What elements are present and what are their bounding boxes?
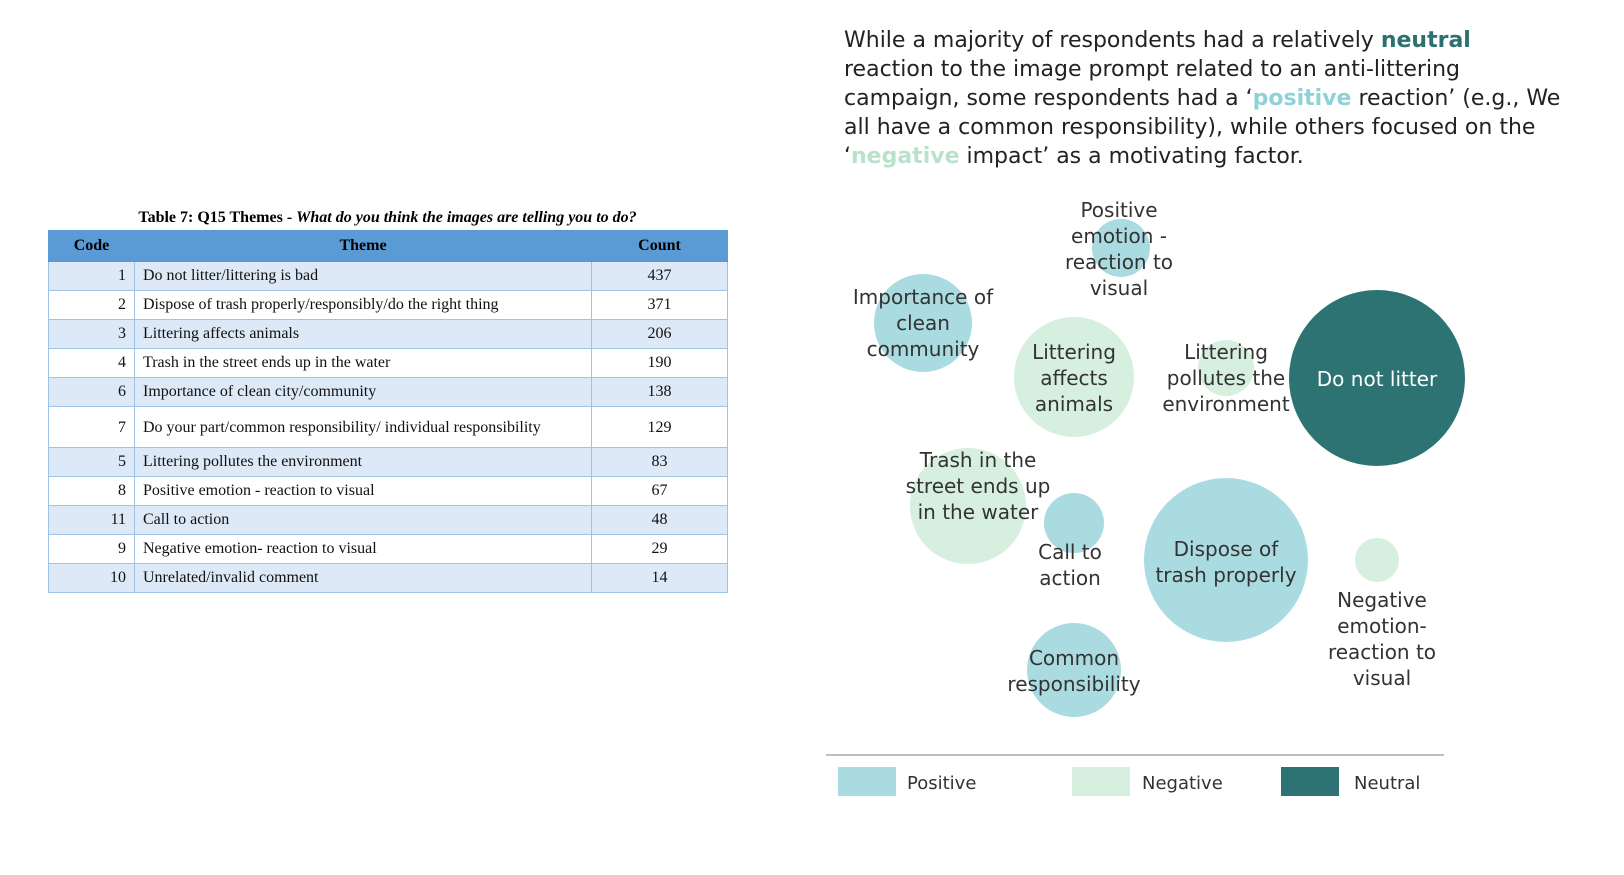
row-count: 138 [591, 377, 728, 407]
bubble-positive [1092, 219, 1150, 277]
row-theme: Unrelated/invalid comment [134, 563, 592, 593]
row-count: 48 [591, 505, 728, 535]
row-code: 8 [48, 476, 135, 506]
bubble-positive [1144, 478, 1308, 642]
row-count: 14 [591, 563, 728, 593]
row-theme: Trash in the street ends up in the water [134, 348, 592, 378]
bubble-label: Call to action [1038, 540, 1102, 590]
row-code: 6 [48, 377, 135, 407]
intro-part3: reaction’ (e.g., We all have a common re… [844, 86, 1561, 169]
table-row: 11 Call to action 48 [48, 505, 728, 535]
row-code: 3 [48, 319, 135, 349]
row-theme: Call to action [134, 505, 592, 535]
bubble-positive [1044, 493, 1104, 553]
bubble-negative [1014, 317, 1134, 437]
intro-negative-word: negative [851, 144, 960, 169]
intro-part1: While a majority of respondents had a re… [844, 28, 1381, 53]
table-row: 9 Negative emotion- reaction to visual 2… [48, 534, 728, 564]
header-theme: Theme [134, 230, 592, 262]
bubble-positive [1027, 623, 1121, 717]
row-code: 11 [48, 505, 135, 535]
bubble-label: Dispose of trash properly [1155, 537, 1296, 587]
row-code: 5 [48, 447, 135, 477]
legend-label-negative: Negative [1142, 773, 1223, 794]
table-row: 1 Do not litter/littering is bad 437 [48, 261, 728, 291]
legend-label-neutral: Neutral [1354, 773, 1420, 794]
table-row: 10 Unrelated/invalid comment 14 [48, 563, 728, 593]
bubble-label: Importance of clean community [853, 285, 994, 361]
header-count: Count [591, 230, 728, 262]
bubble-positive [874, 274, 972, 372]
row-theme: Do not litter/littering is bad [134, 261, 592, 291]
bubble-label: Littering affects animals [1032, 340, 1116, 416]
table-row: 8 Positive emotion - reaction to visual … [48, 476, 728, 506]
row-code: 9 [48, 534, 135, 564]
row-code: 7 [48, 406, 135, 448]
legend-swatch-neutral [1281, 767, 1339, 796]
table-row: 7 Do your part/common responsibility/ in… [48, 406, 728, 448]
bubble-label: Littering pollutes the environment [1162, 340, 1290, 416]
bubble-label: Positive emotion -reaction to visual [1065, 198, 1173, 300]
table-caption-prefix: Table 7: Q15 Themes - [138, 209, 297, 226]
intro-paragraph: While a majority of respondents had a re… [844, 26, 1564, 171]
intro-positive-word: positive [1252, 86, 1352, 111]
row-code: 2 [48, 290, 135, 320]
legend-swatch-positive [838, 767, 896, 796]
legend-swatch-negative [1072, 767, 1130, 796]
row-theme: Do your part/common responsibility/ indi… [134, 406, 592, 448]
row-count: 129 [591, 406, 728, 448]
row-code: 1 [48, 261, 135, 291]
row-count: 67 [591, 476, 728, 506]
row-theme: Positive emotion - reaction to visual [134, 476, 592, 506]
intro-neutral-word: neutral [1380, 28, 1471, 53]
bubble-negative [1355, 538, 1399, 582]
table-row: 4 Trash in the street ends up in the wat… [48, 348, 728, 378]
row-theme: Importance of clean city/community [134, 377, 592, 407]
table-row: 6 Importance of clean city/community 138 [48, 377, 728, 407]
table-caption-question: What do you think the images are telling… [296, 209, 637, 226]
bubble-neutral [1289, 290, 1465, 466]
row-theme: Littering pollutes the environment [134, 447, 592, 477]
intro-part4: impact’ as a motivating factor. [959, 144, 1304, 169]
row-count: 206 [591, 319, 728, 349]
table-row: 5 Littering pollutes the environment 83 [48, 447, 728, 477]
bubble-label: Do not litter [1317, 367, 1438, 391]
legend-label-positive: Positive [907, 773, 976, 794]
row-count: 190 [591, 348, 728, 378]
table-row: 3 Littering affects animals 206 [48, 319, 728, 349]
row-theme: Littering affects animals [134, 319, 592, 349]
bubble-negative [910, 448, 1026, 564]
row-count: 29 [591, 534, 728, 564]
bubble-label: Trash in the street ends up in the water [906, 448, 1051, 524]
table-header-row: Code Theme Count [48, 230, 728, 262]
bubble-label: Common responsibility [1007, 646, 1140, 696]
row-count: 437 [591, 261, 728, 291]
bubble-negative [1198, 340, 1254, 396]
themes-table: Code Theme Count 1 Do not litter/litteri… [48, 230, 728, 593]
row-code: 10 [48, 563, 135, 593]
bubble-label: Negative emotion-reaction to visual [1328, 588, 1436, 690]
row-count: 83 [591, 447, 728, 477]
table-row: 2 Dispose of trash properly/responsibly/… [48, 290, 728, 320]
row-code: 4 [48, 348, 135, 378]
intro-part2: reaction to the image prompt related to … [844, 57, 1460, 111]
table-caption: Table 7: Q15 Themes - What do you think … [48, 209, 727, 227]
row-theme: Dispose of trash properly/responsibly/do… [134, 290, 592, 320]
row-count: 371 [591, 290, 728, 320]
header-code: Code [48, 230, 135, 262]
row-theme: Negative emotion- reaction to visual [134, 534, 592, 564]
